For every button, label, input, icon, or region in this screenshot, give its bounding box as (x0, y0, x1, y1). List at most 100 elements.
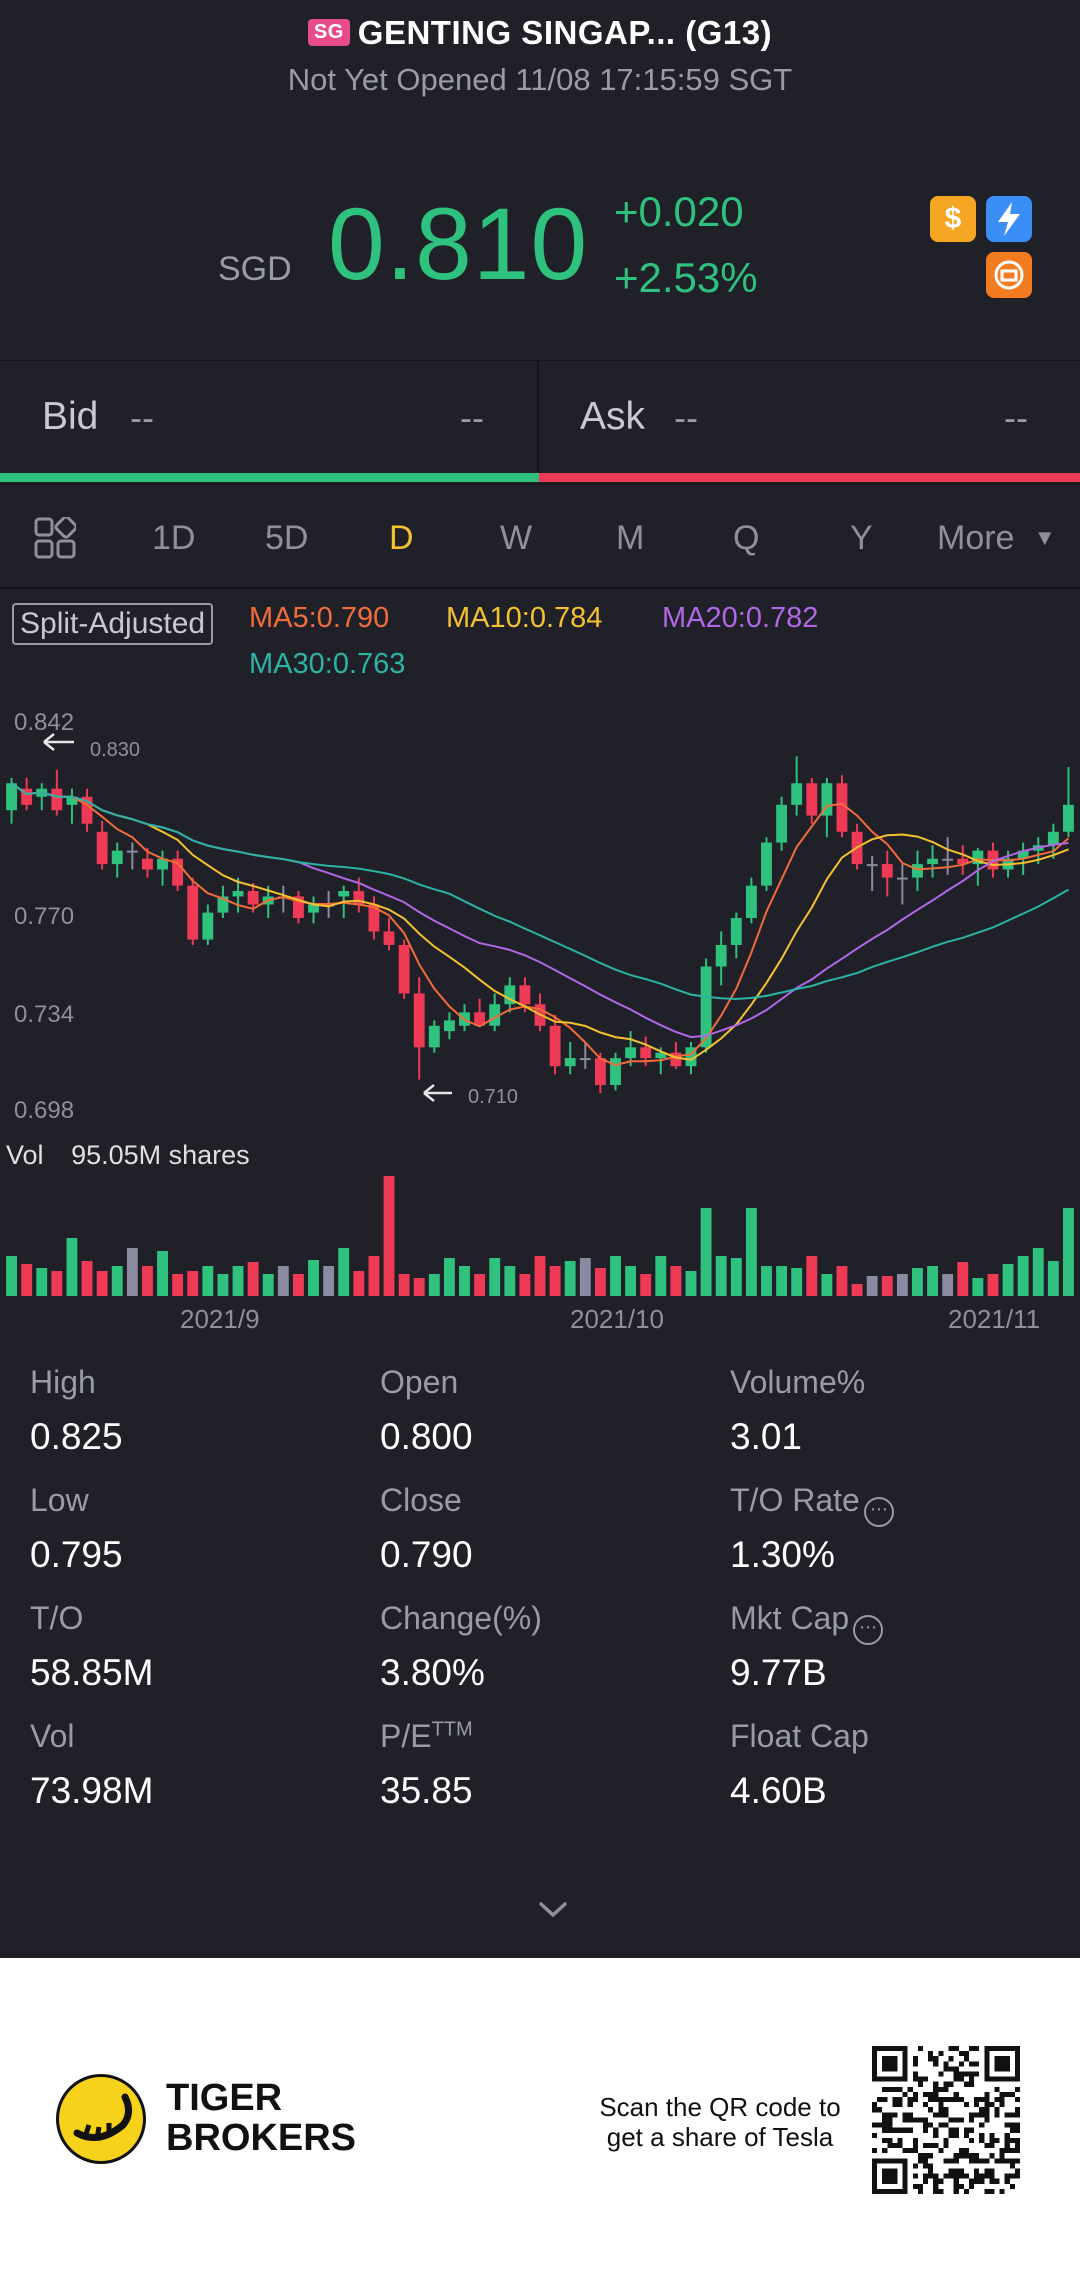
volume-bar (142, 1266, 153, 1296)
qr-module (1014, 2107, 1020, 2113)
candle-body (187, 885, 199, 940)
candle-body (157, 858, 168, 870)
qr-module (984, 2097, 990, 2103)
qr-module (933, 2112, 939, 2118)
qr-module (902, 2091, 908, 2098)
brand-line-1: TIGER (166, 2077, 283, 2119)
qr-module (948, 2097, 954, 2103)
qr-module (968, 2071, 975, 2077)
more-info-icon[interactable]: ⋯ (863, 1497, 894, 1527)
candle-body (6, 783, 17, 811)
qr-module (933, 2132, 939, 2138)
qr-code[interactable] (872, 2046, 1020, 2194)
qr-module (1004, 2132, 1010, 2138)
qr-module (999, 2158, 1005, 2164)
grid-icon[interactable] (34, 517, 76, 559)
qr-module (887, 2117, 893, 2123)
qr-module (943, 2086, 949, 2092)
qr-module (872, 2076, 908, 2082)
tab-y[interactable]: Y (850, 519, 873, 557)
qr-module (923, 2091, 929, 2098)
qr-module (1014, 2112, 1020, 2118)
qr-module (1014, 2168, 1020, 2174)
last-price: 0.810 (328, 187, 589, 301)
volume-bar (942, 1274, 954, 1296)
candle-body (172, 858, 184, 886)
market-status: Not Yet Opened 11/08 17:15:59 SGT (287, 62, 793, 97)
tab-5d[interactable]: 5D (265, 519, 309, 557)
qr-module (963, 2056, 969, 2062)
bid-label: Bid (42, 395, 99, 438)
volume-bar (1047, 1261, 1059, 1296)
stat-label-to-rate-text: T/O Rate (730, 1482, 860, 1518)
volume-bar (670, 1266, 682, 1296)
stat-label-low: Low (30, 1482, 89, 1518)
candlestick-chart[interactable]: 0.842 0.770 0.734 0.698 0.830 0.710 (0, 700, 1080, 1310)
volume-bar (836, 1266, 848, 1296)
volume-bar (413, 1278, 425, 1296)
qr-module (892, 2102, 898, 2108)
qr-module (933, 2127, 939, 2133)
candle-body (610, 1058, 621, 1086)
candle-body (443, 1020, 455, 1032)
volume-bar (126, 1248, 138, 1296)
qr-module (953, 2046, 959, 2052)
qr-module (1009, 2112, 1015, 2118)
qr-module (979, 2107, 985, 2113)
more-info-icon[interactable]: ⋯ (853, 1615, 884, 1645)
stock-title-row[interactable]: SG GENTING SINGAP... (G13) (0, 14, 1080, 52)
tab-1d[interactable]: 1D (152, 519, 196, 557)
qr-module (948, 2117, 954, 2123)
qr-module (984, 2173, 990, 2179)
qr-module (953, 2066, 959, 2072)
qr-module (989, 2142, 995, 2149)
chevron-down-icon[interactable] (538, 1900, 568, 1920)
candle-body (791, 783, 803, 805)
tab-m[interactable]: M (616, 519, 645, 557)
qr-module (872, 2107, 878, 2113)
qr-module (989, 2173, 995, 2179)
tab-more[interactable]: More ▼ (937, 519, 1056, 558)
tab-q[interactable]: Q (733, 519, 760, 557)
volume-bar (534, 1256, 546, 1296)
ask-price: -- (674, 397, 698, 438)
qr-module (979, 2137, 985, 2143)
qr-module (907, 2086, 913, 2092)
volume-bar (957, 1262, 969, 1296)
stat-label-pe: P/ETTM (380, 1718, 473, 1755)
dollar-icon[interactable]: $ (930, 196, 976, 242)
qr-module (958, 2051, 964, 2057)
qr-module (974, 2071, 980, 2077)
qr-module (933, 2142, 939, 2149)
qr-module (938, 2051, 944, 2057)
qr-module (923, 2122, 929, 2128)
candle-body (836, 783, 848, 832)
qr-module (928, 2142, 934, 2149)
qr-module (963, 2153, 969, 2159)
qr-module (872, 2158, 908, 2164)
qr-module (938, 2122, 944, 2128)
stat-value-low: 0.795 (30, 1534, 123, 1575)
qr-module (877, 2107, 883, 2113)
arrow-left-icon (423, 1084, 452, 1102)
tab-d[interactable]: D (389, 519, 414, 557)
badge-icon[interactable] (986, 252, 1032, 298)
qr-module (938, 2178, 944, 2184)
qr-module (948, 2158, 954, 2164)
candle-body (579, 1058, 591, 1061)
stat-label-change: Change(%) (380, 1600, 542, 1636)
candle-body (126, 850, 138, 853)
candle-body (927, 858, 938, 865)
qr-module (912, 2173, 918, 2179)
promo-line-1: Scan the QR code to (599, 2092, 841, 2122)
split-adjusted-toggle[interactable]: Split-Adjusted (12, 603, 214, 645)
ma10-value: MA10:0.784 (446, 602, 603, 634)
qr-module (943, 2173, 949, 2179)
qr-module (897, 2086, 903, 2092)
qr-module (1014, 2158, 1020, 2164)
qr-module (933, 2183, 939, 2189)
lightning-icon[interactable] (986, 196, 1032, 242)
tab-w[interactable]: W (500, 519, 533, 557)
qr-module (1009, 2158, 1015, 2164)
stat-label-to-rate: T/O Rate ⋯ (730, 1482, 894, 1527)
